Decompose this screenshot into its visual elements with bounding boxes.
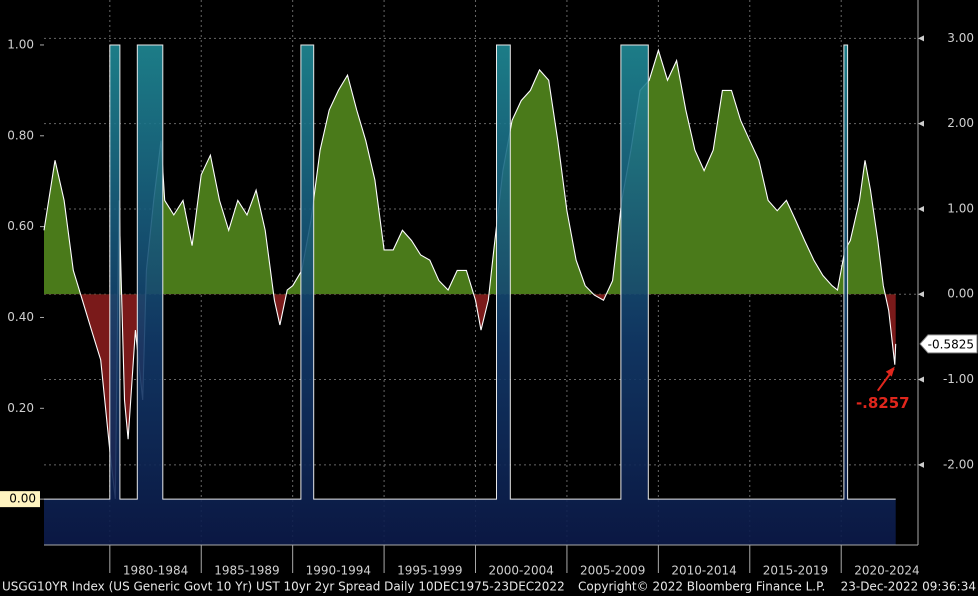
- y-tick-label: 0.00: [9, 492, 36, 506]
- y2-tick-label: 2.00: [947, 116, 974, 130]
- x-tick-label: 1995-1999: [397, 564, 462, 578]
- indicator-line: [44, 44, 896, 500]
- annotation-arrowhead: [885, 366, 895, 377]
- last-value-label: -0.5825: [928, 337, 974, 351]
- x-tick-label: 2015-2019: [763, 564, 828, 578]
- x-tick-label: 2000-2004: [489, 564, 554, 578]
- plot: [43, 44, 897, 545]
- y-tick-label: 0.80: [7, 128, 34, 142]
- y2-tick-label: 1.00: [947, 201, 974, 215]
- y-tick-label: 0.40: [7, 310, 34, 324]
- annotation-label: -.8257: [856, 394, 910, 412]
- timestamp: 23-Dec-2022 09:36:34: [841, 580, 976, 594]
- y2-tick-label: 0.00: [947, 287, 974, 301]
- positive-area: [44, 50, 886, 295]
- y2-tick: [918, 461, 924, 468]
- spread-line: [43, 48, 897, 499]
- y-tick-label: 0.20: [7, 401, 34, 415]
- last-value-box: [919, 334, 978, 354]
- y-tick-label: 0.60: [7, 219, 34, 233]
- negative-area: [44, 294, 896, 499]
- y2-tick: [918, 120, 924, 127]
- axes: 0.00 0.20 0.40 0.60 0.80 1.00 -2.00 -1.00 0.00 1.…: [0, 0, 978, 578]
- y2-tick-label: 3.00: [947, 31, 974, 45]
- x-tick-label: 2010-2014: [671, 564, 736, 578]
- x-tick-label: 1980-1984: [123, 564, 188, 578]
- x-tick-label: 2005-2009: [580, 564, 645, 578]
- y2-tick: [918, 376, 924, 383]
- y-tick-box: [0, 491, 40, 508]
- x-tick-label: 1990-1994: [306, 564, 371, 578]
- y2-tick: [918, 205, 924, 212]
- indicator-area: [44, 45, 896, 545]
- y-tick-label: 1.00: [7, 37, 34, 51]
- y2-tick: [918, 35, 924, 42]
- y2-tick: [918, 291, 924, 298]
- y2-tick-label: -1.00: [943, 372, 974, 386]
- footer: USGG10YR Index (US Generic Govt 10 Yr) U…: [2, 580, 565, 594]
- copyright: Copyright© 2022 Bloomberg Finance L.P.: [578, 580, 825, 594]
- x-tick-label: 1985-1989: [214, 564, 279, 578]
- y2-tick-label: -2.00: [943, 457, 974, 471]
- x-tick-label: 2020-2024: [854, 564, 919, 578]
